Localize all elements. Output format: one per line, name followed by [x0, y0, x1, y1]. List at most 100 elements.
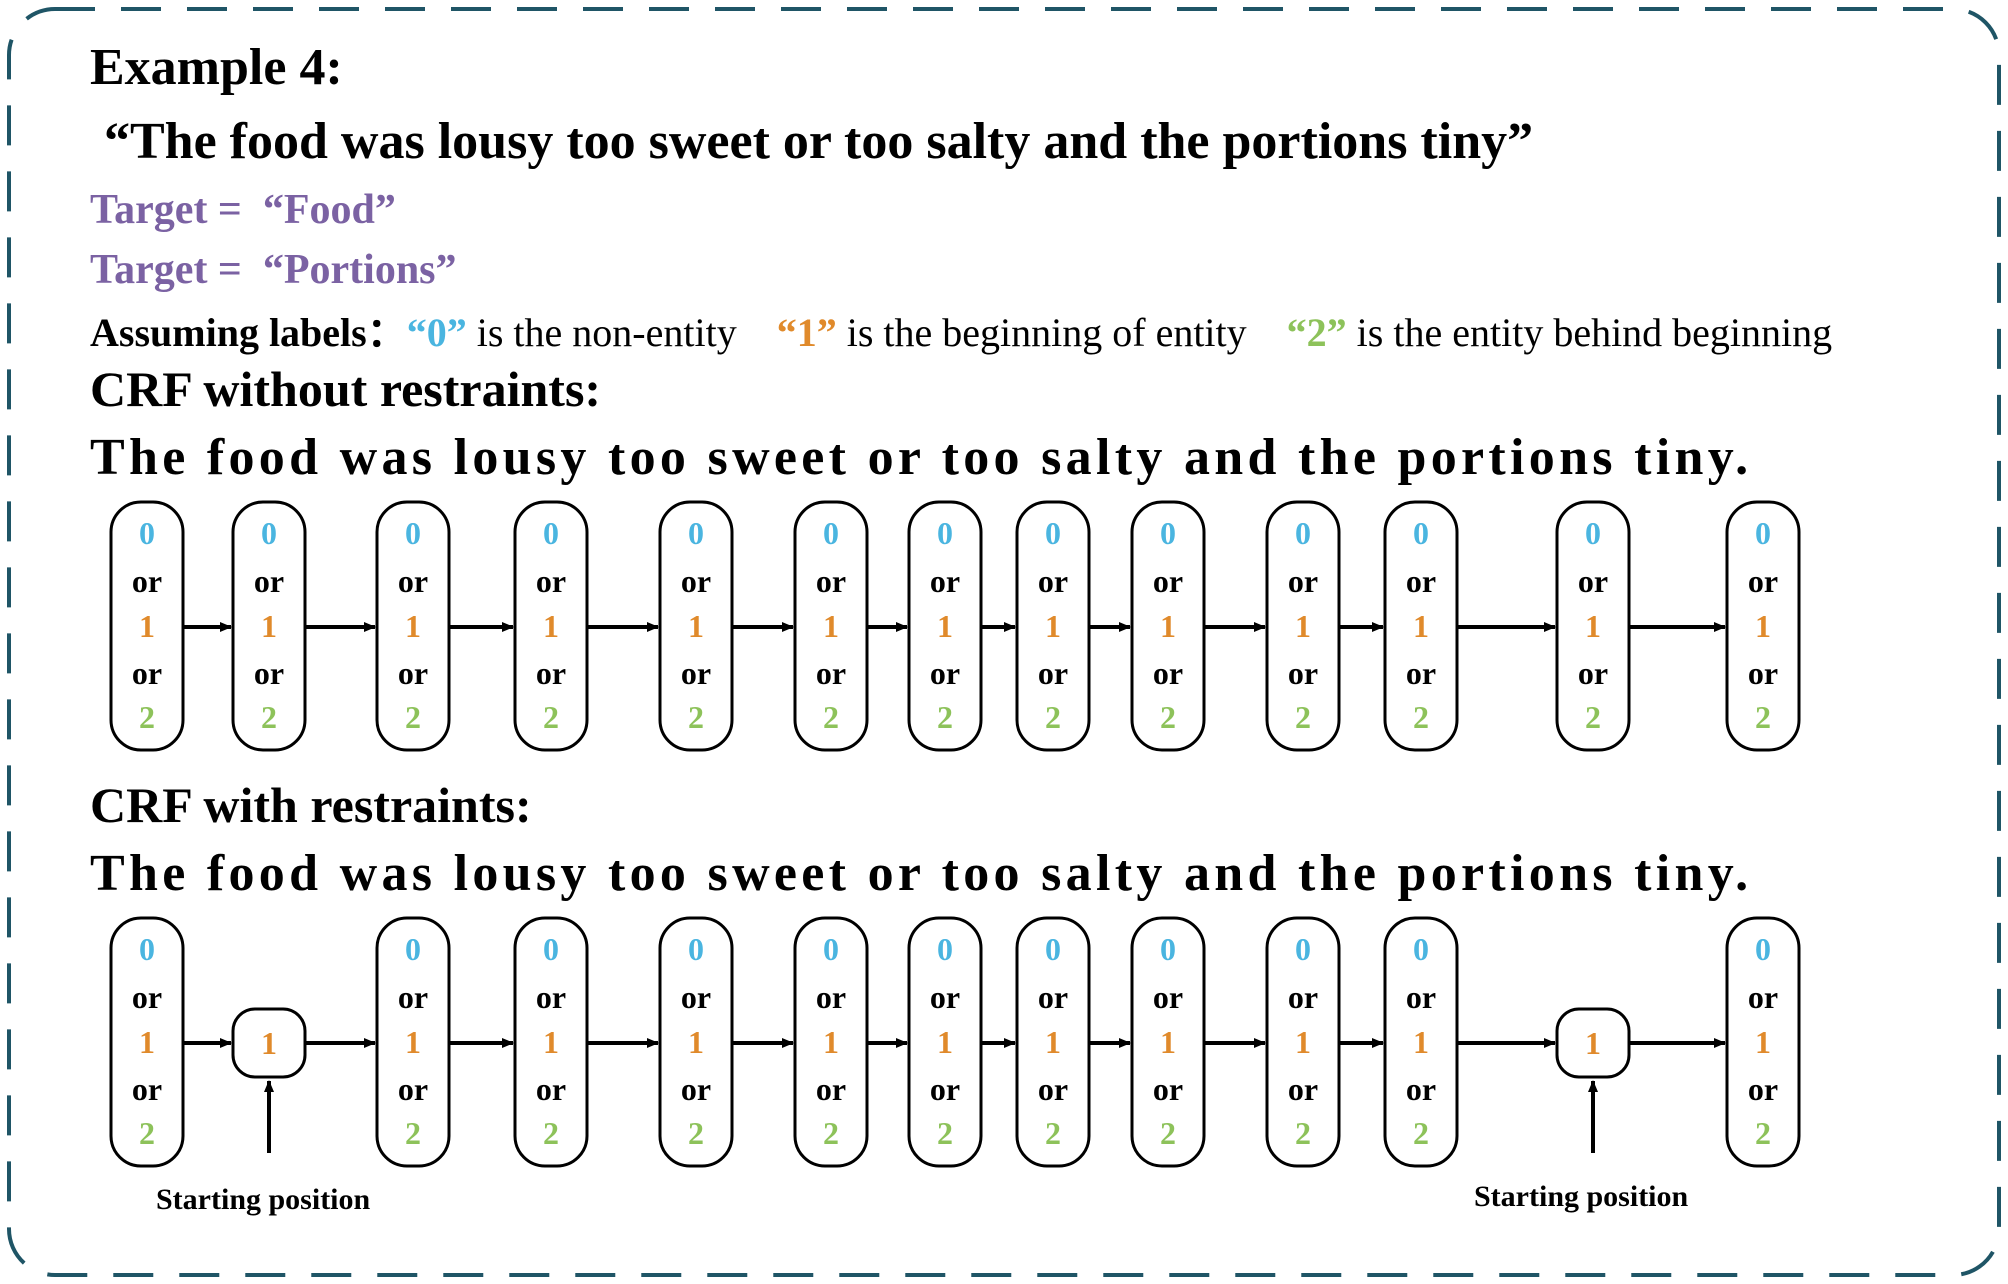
node-or: or [398, 1071, 428, 1107]
node-label-0: 0 [543, 931, 559, 967]
label-node: 0 or 1 or 2 [1015, 500, 1091, 752]
fixed-node-label-1: 1 [261, 1025, 277, 1061]
label-node: 0 or 1 or 2 [231, 500, 307, 752]
node-or: or [816, 1071, 846, 1107]
node-or: or [1406, 1071, 1436, 1107]
node-or: or [1038, 979, 1068, 1015]
legend-label-1-code: “1” [776, 310, 837, 355]
node-label-0: 0 [1755, 931, 1771, 967]
node-or: or [1406, 655, 1436, 691]
node-label-0: 0 [139, 931, 155, 967]
label-node: 0 or 1 or 2 [1555, 500, 1631, 752]
node-or: or [1748, 1071, 1778, 1107]
node-label-2: 2 [1413, 699, 1429, 735]
node-label-0: 0 [1413, 931, 1429, 967]
node-label-2: 2 [937, 1115, 953, 1151]
node-or: or [536, 1071, 566, 1107]
node-label-2: 2 [405, 1115, 421, 1151]
label-node: 0 or 1 or 2 [1130, 916, 1206, 1168]
node-label-1: 1 [543, 608, 559, 644]
legend-prefix: Assuming labels： [90, 310, 407, 355]
label-node: 0 or 1 or 2 [513, 916, 589, 1168]
node-label-1: 1 [1755, 1024, 1771, 1060]
node-label-1: 1 [261, 608, 277, 644]
node-label-2: 2 [823, 1115, 839, 1151]
node-label-2: 2 [1585, 699, 1601, 735]
node-label-1: 1 [1413, 1024, 1429, 1060]
node-label-1: 1 [688, 608, 704, 644]
node-or: or [681, 563, 711, 599]
node-or: or [1288, 563, 1318, 599]
crf-with-heading: CRF with restraints: [90, 777, 532, 833]
node-label-0: 0 [261, 515, 277, 551]
label-node: 0 or 1 or 2 [375, 500, 451, 752]
node-label-2: 2 [1295, 699, 1311, 735]
node-label-2: 2 [1160, 699, 1176, 735]
node-or: or [681, 655, 711, 691]
example-title: Example 4: [90, 39, 343, 96]
node-or: or [1153, 979, 1183, 1015]
node-label-1: 1 [688, 1024, 704, 1060]
node-or: or [930, 979, 960, 1015]
label-node: 0 or 1 or 2 [658, 916, 734, 1168]
node-label-0: 0 [1295, 931, 1311, 967]
node-or: or [1038, 563, 1068, 599]
fixed-node-label-1: 1 [1585, 1025, 1601, 1061]
starting-position-caption-2: Starting position [1474, 1180, 1689, 1213]
node-or: or [536, 563, 566, 599]
node-label-0: 0 [823, 515, 839, 551]
node-label-1: 1 [1755, 608, 1771, 644]
label-node: 0 or 1 or 2 [1725, 916, 1801, 1168]
target-value: “Food” [262, 187, 396, 233]
target-prefix: Target = [90, 247, 242, 293]
node-label-1: 1 [405, 608, 421, 644]
node-or: or [254, 655, 284, 691]
node-label-1: 1 [405, 1024, 421, 1060]
node-label-0: 0 [405, 931, 421, 967]
label-node: 0 or 1 or 2 [1265, 500, 1341, 752]
node-label-1: 1 [1585, 608, 1601, 644]
node-label-1: 1 [1160, 608, 1176, 644]
node-or: or [1748, 563, 1778, 599]
label-node: 0 or 1 or 2 [793, 916, 869, 1168]
node-or: or [1153, 1071, 1183, 1107]
legend-label-2-code: “2” [1286, 310, 1347, 355]
node-or: or [398, 979, 428, 1015]
fixed-label-node: 1 [1555, 1007, 1631, 1079]
label-node: 0 or 1 or 2 [658, 500, 734, 752]
node-or: or [681, 979, 711, 1015]
fixed-label-node: 1 [231, 1007, 307, 1079]
node-label-1: 1 [139, 1024, 155, 1060]
node-label-2: 2 [139, 1115, 155, 1151]
node-label-0: 0 [1045, 515, 1061, 551]
node-label-2: 2 [823, 699, 839, 735]
node-label-1: 1 [937, 608, 953, 644]
label-node: 0 or 1 or 2 [109, 500, 185, 752]
node-label-2: 2 [405, 699, 421, 735]
label-node: 0 or 1 or 2 [1130, 500, 1206, 752]
label-node: 0 or 1 or 2 [1015, 916, 1091, 1168]
label-node: 0 or 1 or 2 [907, 500, 983, 752]
node-label-0: 0 [1755, 515, 1771, 551]
legend-label-0-text: is the non-entity [466, 310, 737, 355]
node-label-1: 1 [1160, 1024, 1176, 1060]
node-or: or [132, 1071, 162, 1107]
node-label-0: 0 [937, 515, 953, 551]
node-label-0: 0 [688, 515, 704, 551]
node-label-2: 2 [543, 699, 559, 735]
node-or: or [1153, 563, 1183, 599]
node-label-0: 0 [1295, 515, 1311, 551]
node-or: or [1578, 563, 1608, 599]
node-or: or [930, 563, 960, 599]
node-or: or [816, 655, 846, 691]
node-label-2: 2 [1755, 699, 1771, 735]
node-label-1: 1 [1295, 1024, 1311, 1060]
node-or: or [1038, 1071, 1068, 1107]
label-node: 0 or 1 or 2 [375, 916, 451, 1168]
node-label-0: 0 [1585, 515, 1601, 551]
node-label-0: 0 [1160, 931, 1176, 967]
node-label-0: 0 [1413, 515, 1429, 551]
example-sentence: “The food was lousy too sweet or too sal… [104, 113, 1534, 170]
